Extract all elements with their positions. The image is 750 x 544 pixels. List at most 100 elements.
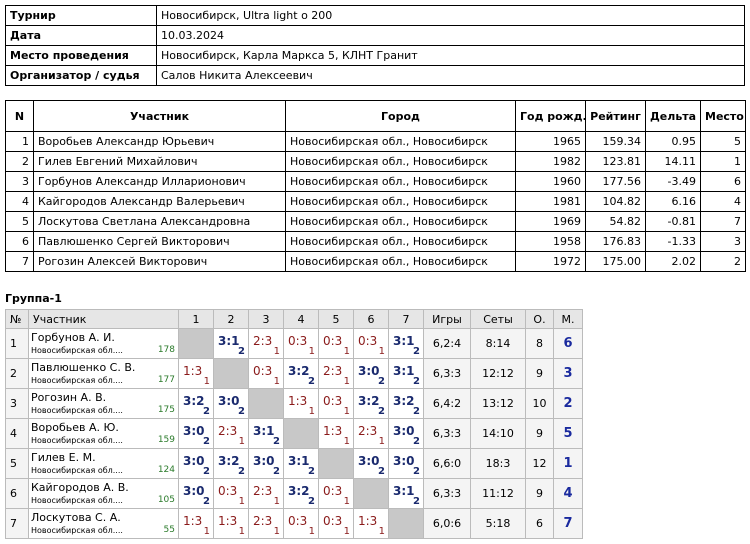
self-cell: [178, 328, 214, 359]
group-row: 4 Воробьев А. Ю. Новосибирская обл.... 159 3…: [5, 418, 583, 449]
match-score: 0:3 1: [318, 388, 354, 419]
match-score: 0:3 1: [213, 478, 249, 509]
player-cell: 6: [5, 231, 34, 252]
header-cell: N: [5, 100, 34, 132]
group-row: 3 Рогозин А. В. Новосибирская обл.... 175 3:…: [5, 388, 583, 419]
info-label: Дата: [5, 25, 157, 46]
player-cell: 6: [700, 171, 746, 192]
player-cell: 175.00: [585, 251, 646, 272]
row-number: 7: [5, 508, 29, 539]
participant-rating: 159: [157, 435, 175, 445]
score: 0:3: [358, 334, 378, 348]
info-value: Салов Никита Алексеевич: [156, 65, 745, 86]
match-points: 1: [378, 436, 385, 447]
player-cell: Новосибирская обл., Новосибирск: [285, 211, 516, 232]
self-cell: [283, 418, 319, 449]
group-header-cell: 1: [178, 309, 214, 329]
match-score: 0:3 1: [353, 328, 389, 359]
score: 0:3: [253, 364, 273, 378]
games: 6,2:4: [423, 328, 471, 359]
player-cell: Новосибирская обл., Новосибирск: [285, 131, 516, 152]
match-score: 0:3 1: [318, 508, 354, 539]
match-score: 2:3 1: [318, 358, 354, 389]
place: 7: [553, 508, 583, 539]
info-label: Организатор / судья: [5, 65, 157, 86]
participant-rating: 177: [157, 375, 175, 385]
participant-city: Новосибирская обл....: [31, 466, 123, 475]
participant-rating: 55: [163, 525, 175, 535]
match-score: 3:0 2: [353, 358, 389, 389]
player-cell: Павлюшенко Сергей Викторович: [33, 231, 286, 252]
player-cell: Горбунов Александр Илларионович: [33, 171, 286, 192]
player-cell: 1969: [515, 211, 586, 232]
match-points: 2: [413, 346, 420, 357]
score: 3:1: [218, 334, 240, 348]
place: 5: [553, 418, 583, 449]
match-score: 3:0 2: [178, 478, 214, 509]
games: 6,3:3: [423, 478, 471, 509]
match-points: 1: [343, 406, 350, 417]
participant-rating: 175: [157, 405, 175, 415]
match-score: 3:1 2: [283, 448, 319, 479]
participant: Горбунов А. И. Новосибирская обл.... 178: [28, 328, 179, 359]
sets: 11:12: [470, 478, 526, 509]
match-points: 1: [273, 526, 280, 537]
player-cell: 1: [5, 131, 34, 152]
games: 6,3:3: [423, 358, 471, 389]
player-cell: 104.82: [585, 191, 646, 212]
header-cell: Год рожд.: [515, 100, 586, 132]
participant: Лоскутова С. А. Новосибирская обл.... 55: [28, 508, 179, 539]
player-cell: 7: [700, 211, 746, 232]
header-cell: Дельта: [645, 100, 701, 132]
match-score: 0:3 1: [248, 358, 284, 389]
score: 3:0: [253, 454, 275, 468]
participant-rating: 178: [157, 345, 175, 355]
match-points: 1: [343, 436, 350, 447]
score: 0:3: [323, 484, 343, 498]
score: 0:3: [323, 394, 343, 408]
participant-name: Лоскутова С. А.: [31, 511, 121, 524]
participant-name: Павлюшенко С. В.: [31, 361, 136, 374]
match-points: 2: [203, 466, 210, 477]
score: 0:3: [218, 484, 238, 498]
group-header-cell: №: [5, 309, 29, 329]
points: 9: [525, 358, 554, 389]
score: 3:1: [393, 334, 415, 348]
match-points: 2: [413, 406, 420, 417]
player-cell: 14.11: [645, 151, 701, 172]
participant-city: Новосибирская обл....: [31, 526, 123, 535]
row-number: 2: [5, 358, 29, 389]
score: 3:1: [253, 424, 275, 438]
player-row: 6 Павлюшенко Сергей Викторович Новосибирск…: [5, 231, 746, 252]
match-score: 3:0 2: [388, 448, 424, 479]
self-cell: [353, 478, 389, 509]
score: 3:0: [393, 454, 415, 468]
match-points: 1: [308, 346, 315, 357]
match-score: 2:3 1: [353, 418, 389, 449]
score: 3:0: [358, 364, 380, 378]
player-row: 7 Рогозин Алексей Викторович Новосибирская…: [5, 251, 746, 272]
match-points: 2: [378, 406, 385, 417]
score: 2:3: [358, 424, 378, 438]
player-cell: 177.56: [585, 171, 646, 192]
row-number: 6: [5, 478, 29, 509]
participant-name: Кайгородов А. В.: [31, 481, 129, 494]
player-row: 2 Гилев Евгений Михайлович Новосибирская о…: [5, 151, 746, 172]
match-points: 1: [203, 526, 210, 537]
match-points: 2: [308, 376, 315, 387]
player-cell: 3: [5, 171, 34, 192]
player-cell: 54.82: [585, 211, 646, 232]
match-score: 2:3 1: [248, 508, 284, 539]
player-cell: 7: [5, 251, 34, 272]
match-points: 2: [238, 466, 245, 477]
sets: 18:3: [470, 448, 526, 479]
player-cell: 1960: [515, 171, 586, 192]
participant: Кайгородов А. В. Новосибирская обл.... 105: [28, 478, 179, 509]
row-number: 3: [5, 388, 29, 419]
player-cell: 1: [700, 151, 746, 172]
games: 6,0:6: [423, 508, 471, 539]
match-points: 1: [343, 496, 350, 507]
player-cell: Новосибирская обл., Новосибирск: [285, 151, 516, 172]
self-cell: [213, 358, 249, 389]
